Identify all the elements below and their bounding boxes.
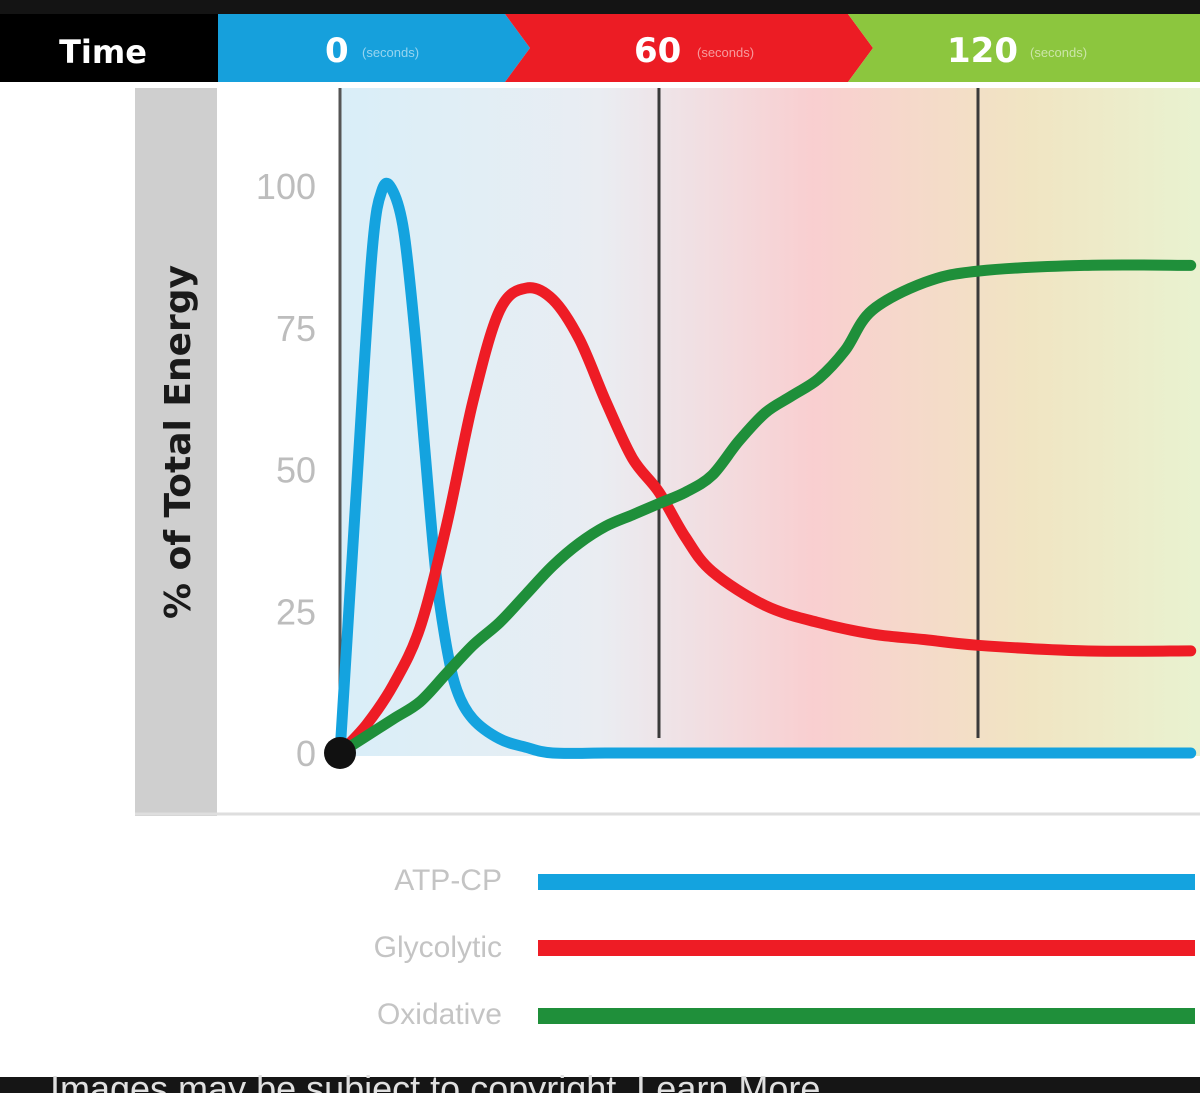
y-tick-label-75: 75 — [276, 308, 316, 349]
plot-mask-left — [217, 88, 340, 816]
header-seg-0-unit: (seconds) — [362, 45, 419, 60]
header-cell-60 — [505, 14, 873, 82]
y-tick-labels: 0 25 50 75 100 — [256, 166, 316, 774]
header-time-label: Time — [59, 33, 147, 71]
header-seg-0-value: 0 — [325, 31, 349, 71]
y-tick-label-100: 100 — [256, 166, 316, 207]
y-axis-label: % of Total Energy — [158, 265, 199, 619]
y-tick-label-50: 50 — [276, 450, 316, 491]
header-seg-1-unit: (seconds) — [697, 45, 754, 60]
legend-label-glycolytic: Glycolytic — [374, 931, 502, 964]
y-axis-band — [135, 88, 217, 816]
header-cell-120 — [848, 14, 1200, 82]
header-cell-0 — [218, 14, 530, 82]
legend-item-glycolytic: Glycolytic — [374, 931, 1195, 964]
legend-label-atp-cp: ATP-CP — [394, 864, 502, 897]
origin-marker — [324, 737, 356, 769]
series-line-oxidative — [334, 259, 1197, 759]
legend-label-oxidative: Oxidative — [377, 998, 502, 1031]
header-seg-1-value: 60 — [634, 31, 681, 71]
series-line-glycolytic — [334, 282, 1197, 759]
footer-bar — [0, 1077, 1200, 1093]
header-seg-2-unit: (seconds) — [1030, 45, 1087, 60]
footer-copyright-link[interactable]: Images may be subject to copyright. Lear… — [50, 1068, 820, 1093]
header-time-cell — [0, 14, 218, 82]
time-header: Time 0 (seconds) 60 (seconds) 120 (secon… — [0, 14, 1200, 82]
series-layer — [334, 177, 1197, 759]
header-seg-2-value: 120 — [947, 31, 1018, 71]
legend-item-atp-cp: ATP-CP — [394, 864, 1195, 897]
y-tick-label-25: 25 — [276, 591, 316, 632]
legend: ATP-CP Glycolytic Oxidative — [374, 864, 1195, 1031]
y-tick-label-0: 0 — [296, 733, 316, 774]
legend-item-oxidative: Oxidative — [377, 998, 1195, 1031]
